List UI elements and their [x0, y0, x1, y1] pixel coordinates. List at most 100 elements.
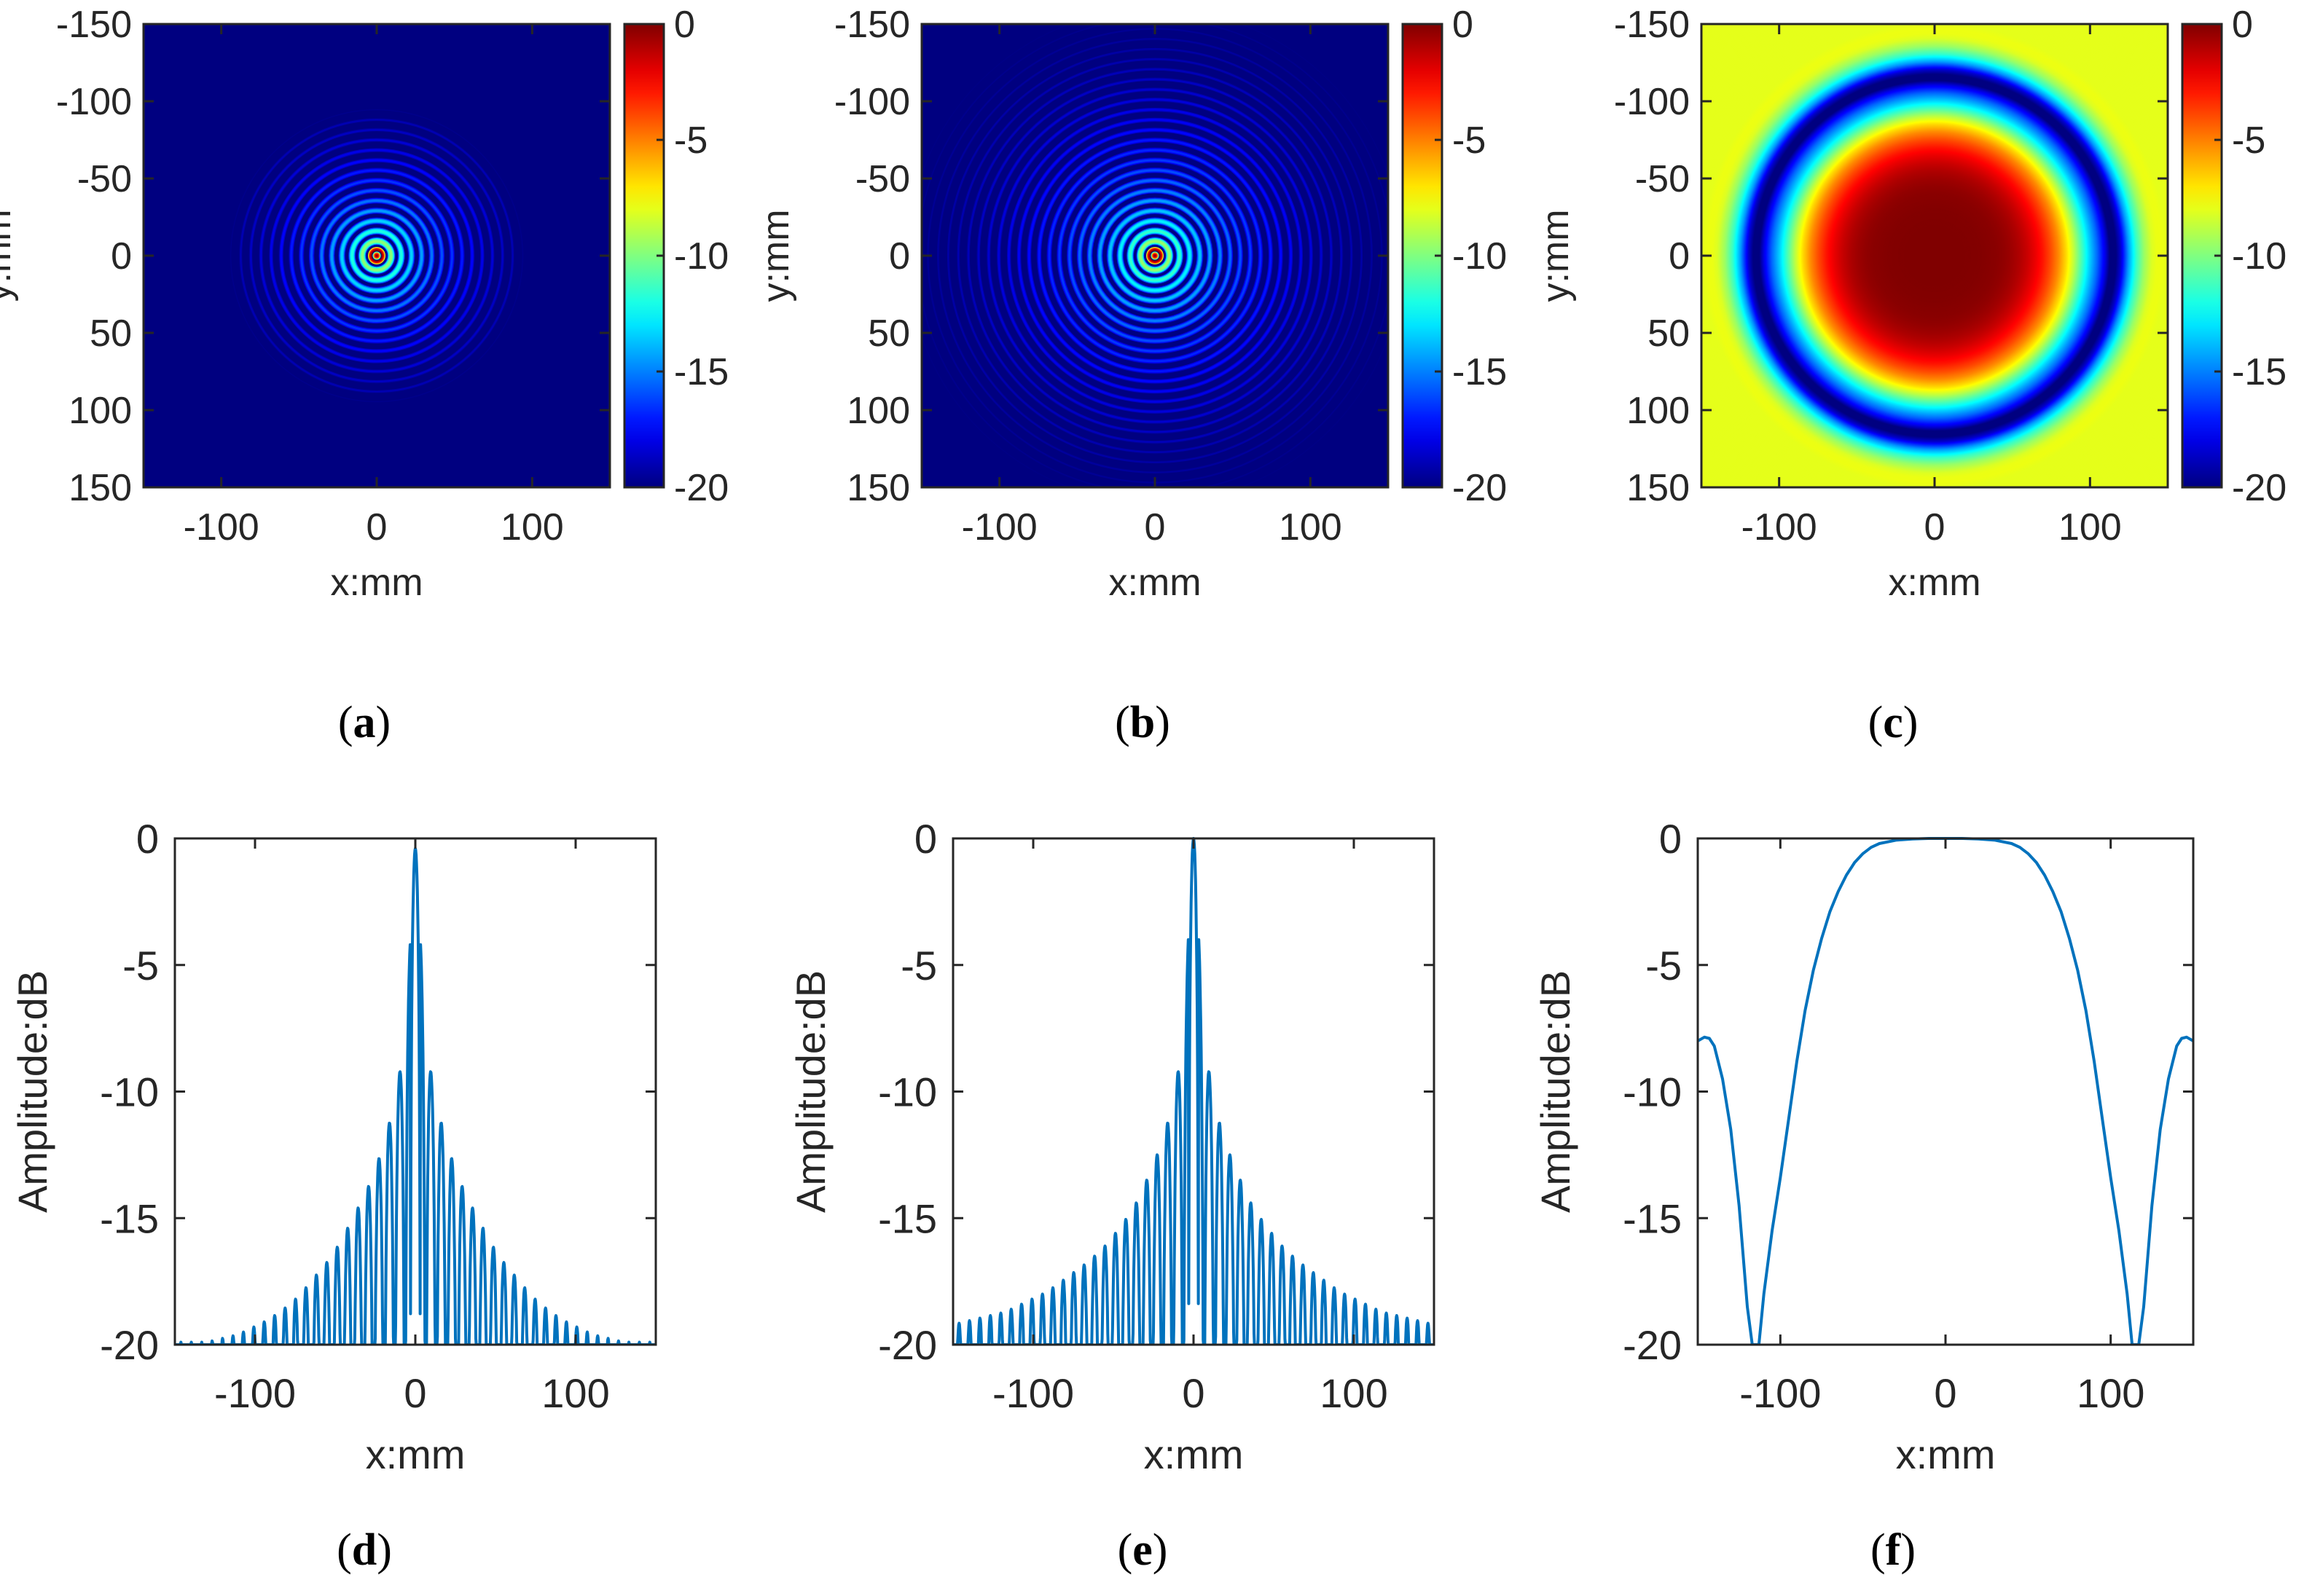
y-tick-label: -100	[1614, 81, 1690, 123]
y-tick-label: -100	[834, 81, 910, 123]
y-tick-label: -15	[1623, 1195, 1682, 1241]
y-tick-label: -10	[100, 1069, 159, 1115]
line-panel-e: -100 0 100 0 -5 -10 -15 -20 x:mm Amplitude:dB	[788, 816, 1435, 1477]
colorbar-tick-label: -20	[1452, 467, 1507, 509]
y-axis-label: y:mm	[1535, 209, 1577, 302]
y-tick-label: 100	[68, 390, 132, 432]
y-tick-label: -50	[1635, 158, 1690, 200]
heatmap-image	[144, 24, 610, 487]
x-tick-label: 100	[2058, 506, 2122, 549]
series-line	[175, 846, 656, 1345]
colorbar-tick-label: -15	[2232, 351, 2287, 393]
heatmap-panel-a: -100 0 100 -150 -100 -50 0 50 100 150 x:mm y:mm 0 -5 -…	[0, 4, 729, 604]
y-tick-label: -150	[56, 4, 132, 46]
x-axis-label: x:mm	[1108, 562, 1201, 604]
x-tick-label: -100	[214, 1370, 296, 1416]
y-tick-label: -20	[100, 1322, 159, 1368]
y-tick-label: 150	[847, 467, 910, 509]
x-axis-label: x:mm	[1888, 562, 1980, 604]
y-axis-label: Amplitude:dB	[9, 970, 55, 1213]
y-tick-label: 0	[136, 816, 159, 862]
y-tick-label: -15	[878, 1195, 937, 1241]
y-tick-label: -150	[834, 4, 910, 46]
y-tick-label: -50	[77, 158, 132, 200]
series-line	[1698, 837, 2193, 1345]
colorbar-tick-label: -5	[2232, 119, 2265, 162]
panel-letter: d	[352, 1525, 377, 1575]
x-axis-label: x:mm	[1896, 1431, 1996, 1477]
x-tick-label: 100	[1279, 506, 1342, 549]
y-tick-label: 0	[1669, 235, 1690, 278]
x-tick-label: 100	[501, 506, 564, 549]
colorbar-tick-label: -5	[674, 119, 708, 162]
panel-letter: f	[1886, 1525, 1902, 1575]
heatmap-image	[1701, 24, 2168, 487]
heatmap-image	[922, 24, 1388, 487]
y-tick-label: -5	[901, 943, 937, 988]
x-axis-label: x:mm	[366, 1431, 466, 1477]
panel-label-e: (e)	[1118, 1525, 1168, 1575]
plot-frame	[173, 837, 657, 1346]
colorbar-tick-label: 0	[2232, 4, 2253, 46]
colorbar-tick-label: -10	[2232, 235, 2287, 278]
x-tick-label: 100	[541, 1370, 609, 1416]
panel-letter: e	[1132, 1525, 1153, 1575]
colorbar-tick-label: 0	[674, 4, 695, 46]
y-tick-label: -5	[122, 943, 159, 988]
colorbar-tick-label: -15	[1452, 351, 1507, 393]
y-tick-label: 0	[1659, 816, 1682, 862]
y-tick-label: -20	[878, 1322, 937, 1368]
line-panel-d: -100 0 100 0 -5 -10 -15 -20 x:mm Amplitude:dB	[9, 816, 657, 1477]
x-tick-label: -100	[184, 506, 259, 549]
panel-letter: a	[353, 698, 376, 747]
y-tick-label: 100	[847, 390, 910, 432]
series-line	[953, 837, 1434, 1345]
y-axis-label: Amplitude:dB	[788, 970, 834, 1213]
y-tick-label: 50	[868, 312, 910, 355]
panel-label-f: (f)	[1870, 1525, 1916, 1575]
y-tick-label: 0	[914, 816, 937, 862]
y-tick-label: 0	[889, 235, 910, 278]
y-tick-label: -10	[1623, 1069, 1682, 1115]
y-tick-label: -100	[56, 81, 132, 123]
x-tick-label: 100	[2077, 1370, 2144, 1416]
x-tick-label: -100	[1741, 506, 1817, 549]
x-tick-label: 0	[1934, 1370, 1956, 1416]
colorbar-tick-label: -10	[1452, 235, 1507, 278]
x-tick-label: 0	[1182, 1370, 1204, 1416]
x-axis-label: x:mm	[330, 562, 423, 604]
y-axis-label: Amplitude:dB	[1532, 970, 1578, 1213]
colorbar-tick-label: 0	[1452, 4, 1473, 46]
colorbar-tick-label: -15	[674, 351, 729, 393]
y-tick-label: -20	[1623, 1322, 1682, 1368]
plot-frame	[1696, 837, 2195, 1346]
y-tick-label: -5	[1645, 943, 1682, 988]
x-tick-label: 100	[1320, 1370, 1387, 1416]
x-tick-label: 0	[1145, 506, 1166, 549]
y-tick-label: 150	[1626, 467, 1690, 509]
x-tick-label: -100	[962, 506, 1038, 549]
y-tick-label: 100	[1626, 390, 1690, 432]
heatmap-panel-b: -100 0 100 -150 -100 -50 0 50 100 150 x:mm y:mm 0 -5 -…	[755, 4, 1507, 604]
colorbar-tick-label: -5	[1452, 119, 1486, 162]
panel-label-b: (b)	[1115, 698, 1170, 747]
x-tick-label: 0	[1924, 506, 1946, 549]
y-tick-label: -50	[855, 158, 910, 200]
line-panel-f: -100 0 100 0 -5 -10 -15 -20 x:mm Amplitude:dB	[1532, 816, 2195, 1477]
panel-label-d: (d)	[337, 1525, 392, 1575]
x-tick-label: -100	[992, 1370, 1074, 1416]
y-tick-label: 50	[90, 312, 132, 355]
colorbar-tick-label: -10	[674, 235, 729, 278]
panel-letter: c	[1883, 698, 1903, 747]
heatmap-panel-c: -100 0 100 -150 -100 -50 0 50 100 150 x:mm y:mm 0 -5 -…	[1535, 4, 2287, 604]
y-axis-label: y:mm	[0, 209, 19, 302]
colorbar-tick-label: -20	[674, 467, 729, 509]
panel-label-a: (a)	[338, 698, 391, 747]
colorbar-tick-label: -20	[2232, 467, 2287, 509]
x-axis-label: x:mm	[1144, 1431, 1244, 1477]
x-tick-label: 0	[367, 506, 388, 549]
y-tick-label: 150	[68, 467, 132, 509]
y-tick-label: -15	[100, 1195, 159, 1241]
plot-frame	[952, 837, 1435, 1346]
